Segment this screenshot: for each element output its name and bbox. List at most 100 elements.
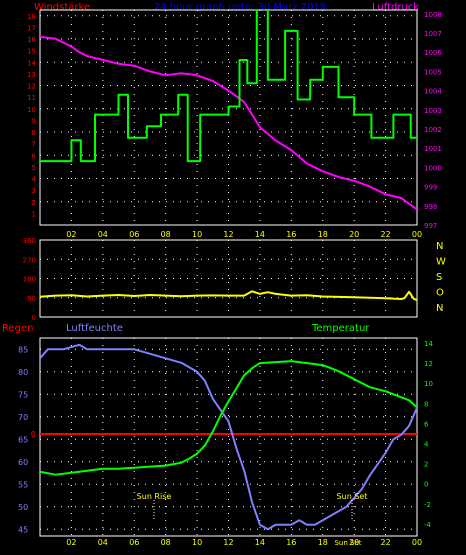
dir-axis-tick: 0 xyxy=(32,314,36,322)
humidity-axis-tick: 70 xyxy=(18,413,28,422)
right-axis-tick: 1004 xyxy=(424,88,442,96)
right-axis-tick: 1002 xyxy=(424,126,442,134)
x-axis-tick: 16 xyxy=(286,230,296,239)
left-axis-tick: 2 xyxy=(32,199,36,207)
temperature-axis-tick: 6 xyxy=(424,420,429,428)
x-axis-tick: 22 xyxy=(381,230,391,239)
top-series-group xyxy=(40,10,417,211)
bottom-header-humidity: Luftfeuchte xyxy=(66,323,123,334)
bottom-header-temperature: Temperatur xyxy=(311,323,370,334)
left-axis-tick: 12 xyxy=(27,83,36,91)
x-axis-tick: 18 xyxy=(318,230,328,239)
pressure-line xyxy=(40,35,417,211)
left-axis-tick: 14 xyxy=(27,59,36,67)
right-axis-tick: 1000 xyxy=(424,164,442,172)
left-axis-tick: 17 xyxy=(27,24,36,32)
temperature-line xyxy=(40,360,417,476)
right-axis-tick: 1008 xyxy=(424,11,442,19)
dir-axis-tick: 360 xyxy=(23,237,36,245)
x-axis-tick: 04 xyxy=(98,230,108,239)
humidity-axis-tick: 65 xyxy=(18,435,28,444)
x-axis-tick: 04 xyxy=(98,538,108,547)
x-axis-tick: 20 xyxy=(349,538,359,547)
wind-direction-line xyxy=(39,290,418,301)
left-axis-tick: 8 xyxy=(32,129,36,137)
x-axis-tick: 12 xyxy=(223,230,233,239)
temperature-axis-tick: 4 xyxy=(424,441,429,449)
humidity-axis-tick: 45 xyxy=(18,525,28,534)
x-axis-tick: 14 xyxy=(255,538,265,547)
right-axis-tick: 1003 xyxy=(424,107,442,115)
x-axis-tick: 18 xyxy=(318,538,328,547)
left-axis-tick: 1 xyxy=(32,210,36,218)
x-axis-tick: 02 xyxy=(66,538,76,547)
left-axis-tick: 10 xyxy=(27,106,36,114)
right-axis-tick: 1006 xyxy=(424,49,442,57)
x-axis-tick: 02 xyxy=(66,230,76,239)
sun-set-label: Sun Set xyxy=(337,492,368,501)
dir-axis-tick: 90 xyxy=(27,295,36,303)
left-axis-tick: 11 xyxy=(27,94,36,102)
humidity-axis-tick: 50 xyxy=(18,503,28,512)
left-axis-tick: 9 xyxy=(32,117,36,125)
x-axis-tick: 20 xyxy=(349,230,359,239)
left-axis-tick: 5 xyxy=(32,164,36,172)
dir-compass-label: S xyxy=(436,272,442,283)
right-axis-tick: 1005 xyxy=(424,68,442,76)
x-axis-tick: 16 xyxy=(286,538,296,547)
rain-axis-tick: 0 xyxy=(31,430,36,439)
header-center-label: 24 hour graph upto: 30 Marz 2018 xyxy=(154,2,326,13)
humidity-axis-tick: 80 xyxy=(18,368,28,377)
dir-axis-tick: 180 xyxy=(23,276,36,284)
dir-compass-label: N xyxy=(436,303,443,314)
left-axis-tick: 7 xyxy=(32,141,36,149)
x-axis-tick: 06 xyxy=(129,230,139,239)
temperature-axis-tick: 12 xyxy=(424,360,433,368)
humidity-axis-tick: 60 xyxy=(18,458,28,467)
header-left-label: Windstärke xyxy=(34,2,90,13)
x-axis-tick: 00 xyxy=(412,230,422,239)
x-axis-tick: 10 xyxy=(192,538,202,547)
humidity-axis-tick: 75 xyxy=(18,390,28,399)
right-axis-tick: 997 xyxy=(424,222,437,230)
sun-set-bottom-label: Sun Set xyxy=(334,539,361,547)
right-axis-tick: 1001 xyxy=(424,145,442,153)
left-axis-tick: 3 xyxy=(32,187,36,195)
left-axis-tick: 6 xyxy=(32,152,37,160)
temperature-axis-tick: -4 xyxy=(424,521,432,529)
right-axis-tick: 999 xyxy=(424,184,437,192)
x-axis-tick: 08 xyxy=(161,230,171,239)
x-axis-tick: 12 xyxy=(223,538,233,547)
x-axis-tick: 14 xyxy=(255,230,265,239)
humidity-line xyxy=(40,343,417,531)
header-right-label: Luftdruck xyxy=(372,2,419,13)
temperature-axis-tick: 14 xyxy=(424,340,433,348)
left-axis-tick: 4 xyxy=(32,176,37,184)
temperature-axis-tick: 2 xyxy=(424,461,428,469)
x-axis-tick: 08 xyxy=(161,538,171,547)
x-axis-tick: 10 xyxy=(192,230,202,239)
left-axis-tick: 16 xyxy=(27,36,36,44)
bottom-series-group xyxy=(40,343,417,531)
dir-axis-tick: 270 xyxy=(23,256,36,264)
left-axis-tick: 13 xyxy=(27,71,36,79)
x-axis-tick: 06 xyxy=(129,538,139,547)
dir-compass-label: O xyxy=(436,288,444,299)
temperature-axis-tick: 8 xyxy=(424,400,428,408)
temperature-axis-tick: 10 xyxy=(424,380,433,388)
left-axis-tick: 18 xyxy=(27,13,36,21)
dir-compass-label: N xyxy=(436,241,443,252)
temperature-axis-tick: 0 xyxy=(424,481,428,489)
wind-force-line xyxy=(40,10,417,163)
humidity-axis-tick: 55 xyxy=(18,480,28,489)
dir-compass-label: W xyxy=(436,257,446,268)
sun-rise-label: Sun Rise xyxy=(137,492,172,501)
humidity-axis-tick: 85 xyxy=(18,345,28,354)
right-axis-tick: 1007 xyxy=(424,30,442,38)
right-axis-tick: 998 xyxy=(424,203,437,211)
x-axis-tick: 22 xyxy=(381,538,391,547)
